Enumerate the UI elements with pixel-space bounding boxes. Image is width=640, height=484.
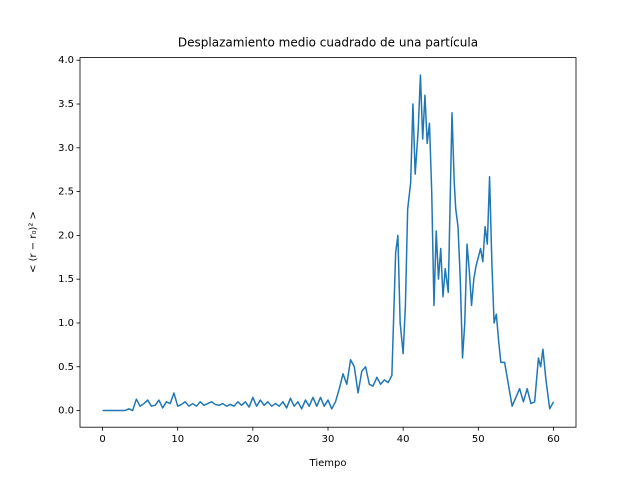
y-tick-label: 3.5 (58, 99, 74, 110)
x-tick-label: 50 (472, 434, 485, 445)
y-tick-label: 1.0 (58, 318, 74, 329)
y-tick-label: 2.0 (58, 230, 74, 241)
y-tick-label: 0.0 (58, 406, 74, 417)
x-axis-label: Tiempo (309, 458, 347, 469)
x-tick-label: 20 (246, 434, 259, 445)
y-tick-label: 4.0 (58, 55, 74, 66)
y-tick-label: 2.5 (58, 187, 74, 198)
x-tick-label: 0 (99, 434, 105, 445)
y-tick-label: 1.5 (58, 274, 74, 285)
x-tick-label: 60 (547, 434, 560, 445)
x-tick-label: 30 (322, 434, 335, 445)
y-axis-label: < (r − r₀)² > (28, 211, 39, 273)
y-tick-label: 3.0 (58, 143, 74, 154)
axes-frame (79, 57, 577, 428)
chart-title: Desplazamiento medio cuadrado de una par… (178, 36, 478, 50)
y-tick-label: 0.5 (58, 362, 74, 373)
data-line (102, 74, 555, 412)
x-tick-label: 10 (171, 434, 184, 445)
x-tick-label: 40 (397, 434, 410, 445)
